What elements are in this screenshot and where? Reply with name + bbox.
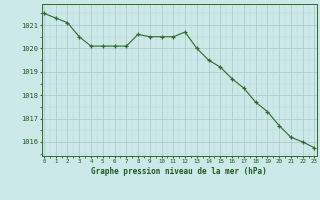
X-axis label: Graphe pression niveau de la mer (hPa): Graphe pression niveau de la mer (hPa) bbox=[91, 167, 267, 176]
